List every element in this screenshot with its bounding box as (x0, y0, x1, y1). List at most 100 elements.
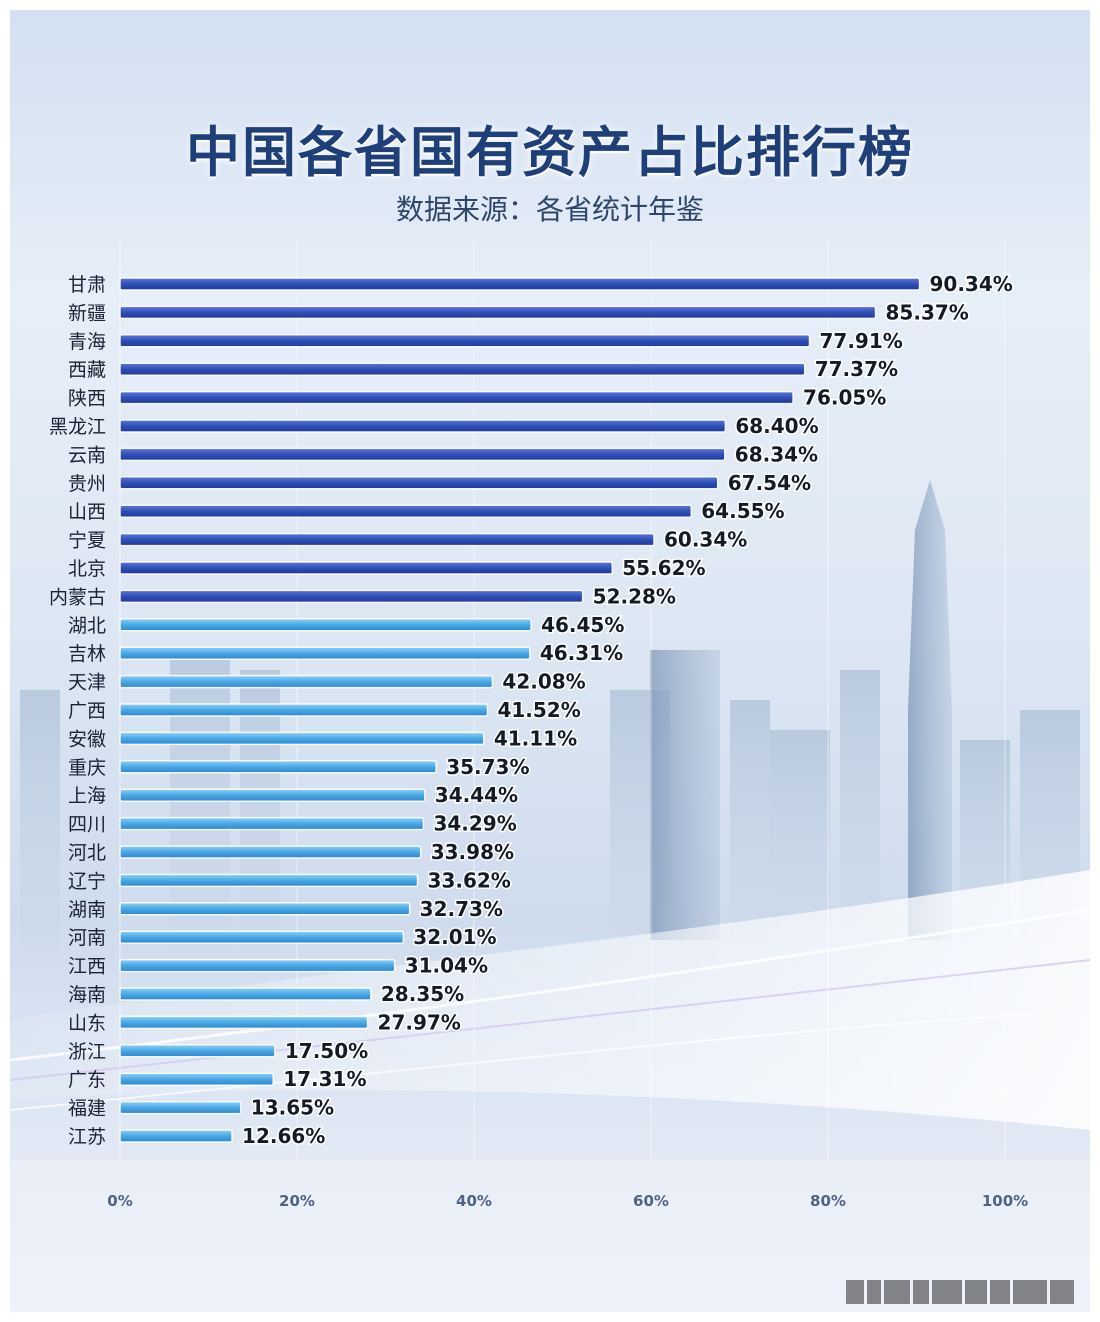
value-label: 12.66% (242, 1124, 325, 1148)
value-label: 28.35% (381, 982, 464, 1006)
bar (119, 646, 531, 660)
value-label: 34.29% (433, 812, 516, 836)
bar (119, 419, 727, 433)
value-label: 32.01% (413, 925, 496, 949)
category-label: 西藏 (68, 359, 106, 381)
value-label: 33.62% (428, 868, 511, 892)
category-label: 宁夏 (68, 530, 106, 552)
category-label: 山东 (68, 1012, 106, 1034)
category-label: 河南 (68, 927, 106, 949)
value-label: 76.05% (803, 386, 886, 410)
bar (119, 902, 411, 916)
category-label: 辽宁 (68, 870, 106, 892)
bar (119, 731, 485, 746)
x-tick-label: 100% (982, 1192, 1028, 1210)
value-label: 68.40% (735, 414, 818, 438)
city-skyline-background (10, 480, 1090, 1312)
value-label: 67.54% (728, 471, 811, 495)
category-label: 湖北 (68, 615, 106, 637)
value-label: 33.98% (431, 840, 514, 864)
value-label: 17.31% (283, 1067, 366, 1091)
bar (119, 845, 422, 859)
category-label: 河北 (68, 842, 106, 864)
bar (119, 873, 419, 888)
category-label: 湖南 (68, 899, 106, 921)
bar (119, 760, 437, 774)
bar (119, 532, 655, 547)
category-label: 福建 (68, 1098, 106, 1120)
value-label: 52.28% (593, 584, 676, 608)
category-label: 广西 (68, 700, 106, 722)
chart-title: 中国各省国有资产占比排行榜 (186, 121, 914, 184)
value-label: 13.65% (251, 1096, 334, 1120)
x-tick-label: 0% (107, 1192, 132, 1210)
category-label: 吉林 (68, 643, 106, 665)
value-label: 55.62% (622, 556, 705, 580)
bar (119, 618, 532, 632)
category-label: 黑龙江 (49, 416, 106, 438)
value-label: 42.08% (502, 670, 585, 694)
value-label: 31.04% (405, 954, 488, 978)
value-label: 32.73% (420, 897, 503, 921)
bar (119, 1129, 233, 1143)
value-label: 90.34% (930, 272, 1013, 296)
bar (119, 504, 693, 518)
chart-subtitle: 数据来源：各省统计年鉴 (395, 193, 704, 226)
value-label: 41.11% (494, 726, 577, 750)
value-label: 77.37% (815, 357, 898, 381)
watermark (846, 1280, 1086, 1304)
value-label: 68.34% (735, 442, 818, 466)
category-label: 山西 (68, 501, 106, 523)
category-label: 甘肃 (68, 274, 106, 296)
category-label: 安徽 (68, 728, 106, 750)
category-label: 上海 (68, 785, 106, 807)
x-tick-label: 40% (456, 1192, 492, 1210)
bar-chart: 0% 20% 40% 60% 80% 100% 甘肃 90.34% 新疆 85.37% 青海 77.9… (49, 240, 1028, 1210)
category-label: 浙江 (68, 1041, 106, 1063)
x-tick-label: 80% (810, 1192, 846, 1210)
category-label: 江西 (68, 956, 106, 978)
category-label: 江苏 (68, 1126, 106, 1148)
chart-frame: 中国各省国有资产占比排行榜 数据来源：各省统计年鉴 0% 20% 40% 60% 80%… (10, 10, 1090, 1312)
value-label: 27.97% (378, 1010, 461, 1034)
bar (119, 1072, 274, 1086)
bar (119, 958, 396, 973)
bar (119, 930, 405, 944)
category-label: 贵州 (68, 473, 106, 495)
category-label: 北京 (68, 558, 106, 580)
bar (119, 362, 806, 376)
value-label: 85.37% (886, 300, 969, 324)
x-tick-label: 20% (279, 1192, 315, 1210)
bar (119, 277, 921, 291)
bar (119, 1015, 369, 1030)
bar (119, 1100, 242, 1115)
bar (119, 1044, 276, 1058)
value-label: 77.91% (820, 329, 903, 353)
value-label: 41.52% (497, 698, 580, 722)
bar (119, 703, 489, 717)
bar (119, 561, 613, 575)
bar (119, 305, 877, 320)
bar (119, 476, 719, 490)
category-label: 新疆 (68, 302, 106, 324)
category-label: 陕西 (68, 388, 106, 410)
bar (119, 788, 426, 802)
bar (119, 987, 372, 1001)
category-label: 重庆 (68, 757, 106, 779)
value-label: 60.34% (664, 528, 747, 552)
category-label: 青海 (68, 331, 106, 353)
bar (119, 390, 794, 405)
value-label: 46.31% (540, 641, 623, 665)
value-label: 35.73% (446, 755, 529, 779)
bar (119, 447, 726, 462)
category-label: 云南 (68, 444, 106, 466)
bar (119, 334, 811, 348)
category-label: 天津 (68, 672, 106, 694)
bar (119, 816, 425, 831)
category-label: 四川 (68, 814, 106, 836)
value-label: 64.55% (701, 499, 784, 523)
bar (119, 589, 584, 604)
value-label: 17.50% (285, 1039, 368, 1063)
value-label: 34.44% (435, 783, 518, 807)
category-label: 内蒙古 (49, 586, 106, 608)
